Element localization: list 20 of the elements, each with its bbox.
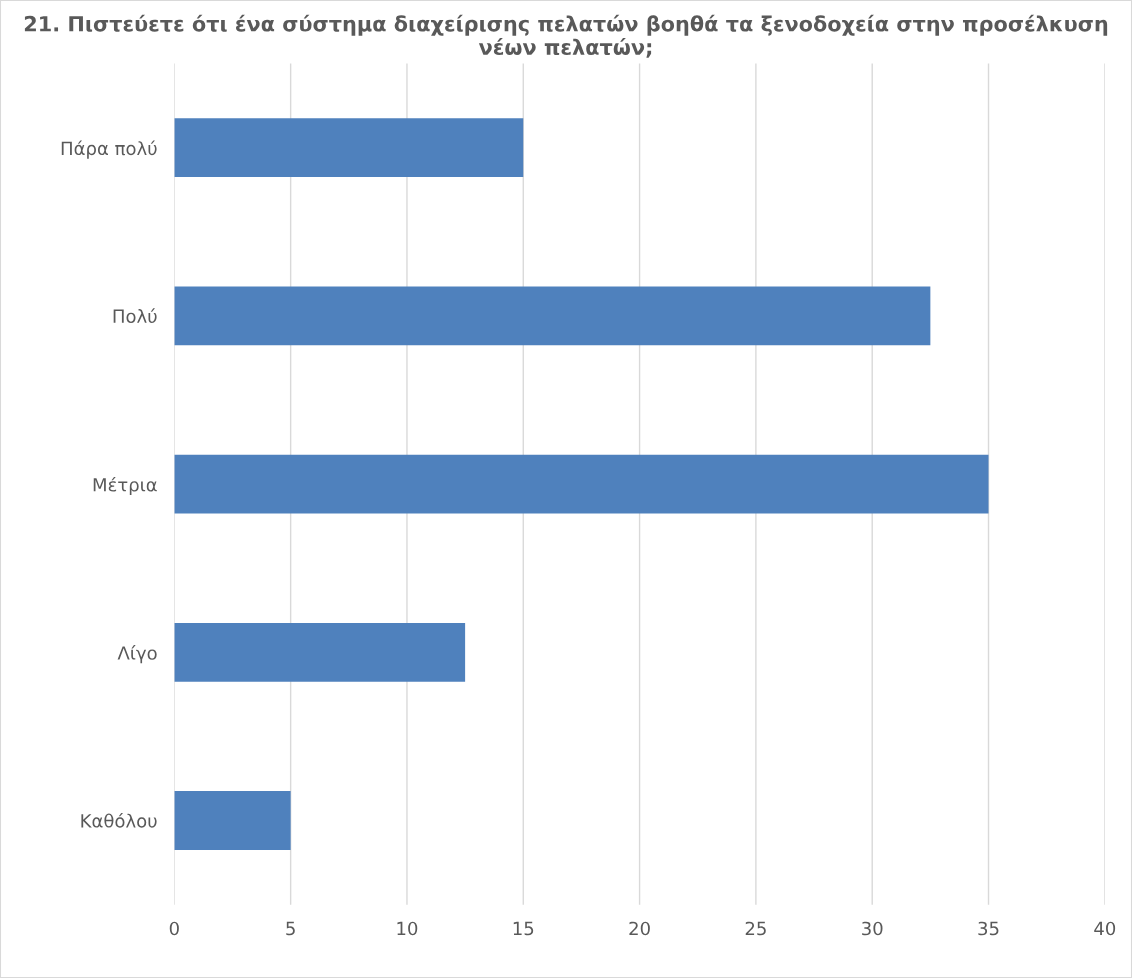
x-tick-label: 35 xyxy=(978,921,999,936)
bar xyxy=(174,791,291,850)
bar xyxy=(174,454,989,514)
y-tick-label: Λίγο xyxy=(117,645,157,664)
bar xyxy=(174,622,466,682)
y-tick-label: Μέτρια xyxy=(93,476,157,496)
x-tick-label: 25 xyxy=(745,921,766,936)
y-tick-label: Πολύ xyxy=(113,308,157,324)
x-tick-label: 0 xyxy=(169,921,179,936)
x-tick-label: 30 xyxy=(862,921,883,936)
x-tick-label: 40 xyxy=(1094,921,1116,936)
x-tick-label: 20 xyxy=(629,921,650,936)
x-tick-label: 10 xyxy=(397,921,418,936)
bar xyxy=(174,286,931,346)
chart-title: 21. Πιστεύετε ότι ένα σύστημα διαχείρισης πελατών βοηθά τα ξενοδοχεία στην προσέλκυση νέων πελατών; xyxy=(24,14,1108,58)
y-tick-label: Πάρα πολύ xyxy=(61,140,157,159)
x-tick-label: 5 xyxy=(286,921,295,936)
y-tick-label: Καθόλου xyxy=(81,812,157,828)
bar xyxy=(174,118,524,178)
x-tick-label: 15 xyxy=(513,921,534,936)
